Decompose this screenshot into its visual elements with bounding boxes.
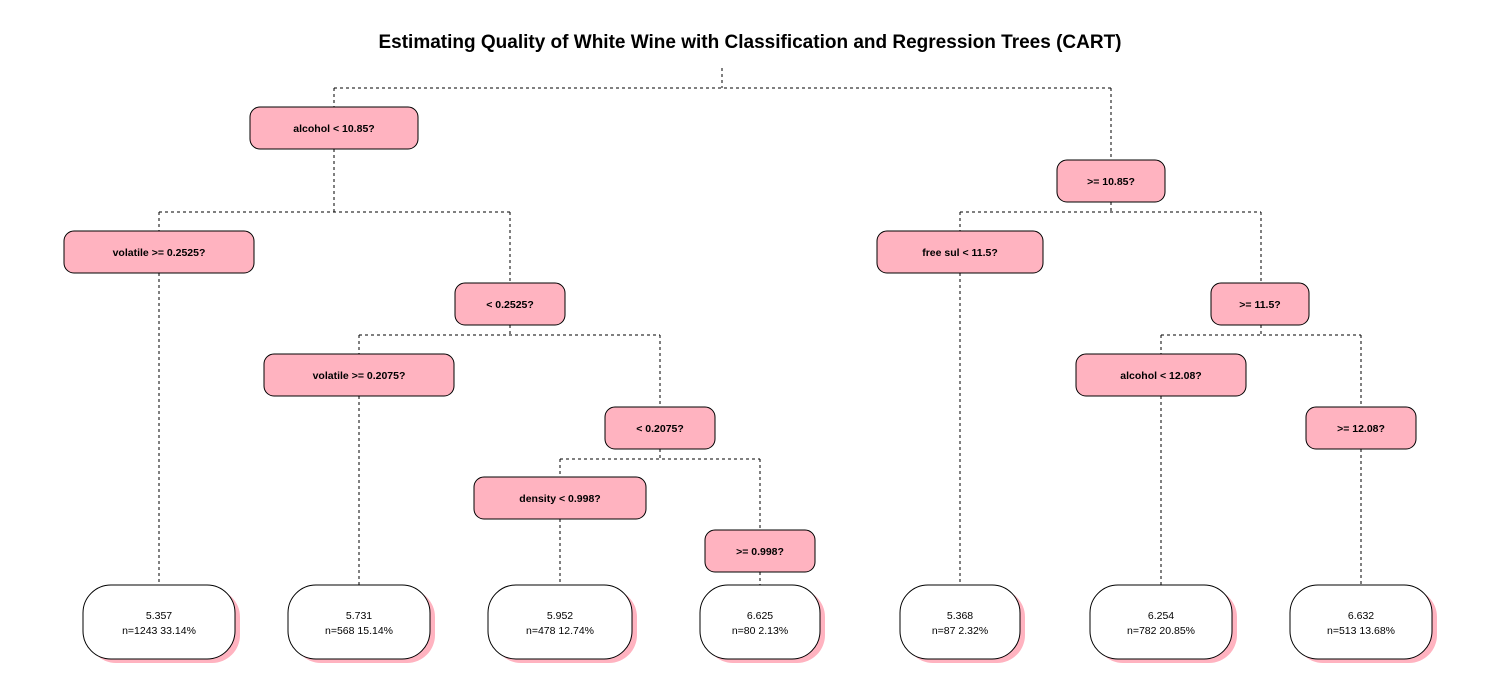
split-node: free sul < 11.5?: [876, 230, 1044, 274]
leaf-node: 5.731 n=568 15.14%: [287, 584, 435, 663]
leaf-value: 6.632: [1348, 610, 1374, 622]
split-box: [704, 529, 816, 573]
split-nodes: alcohol < 10.85? >= 10.85? volatile >= 0.2…: [63, 106, 1417, 573]
leaf-box: [487, 584, 633, 660]
split-label: >= 0.998?: [736, 546, 784, 558]
leaf-nodes: 5.357 n=1243 33.14% 5.731 n=568 15.14% 5.952…: [82, 584, 1437, 663]
split-label: alcohol < 10.85?: [293, 123, 374, 135]
leaf-box: [1089, 584, 1233, 660]
split-label: free sul < 11.5?: [922, 247, 998, 259]
split-node: >= 10.85?: [1056, 159, 1166, 203]
split-node: >= 12.08?: [1305, 406, 1417, 450]
leaf-box: [82, 584, 236, 660]
split-node: volatile >= 0.2075?: [263, 353, 455, 397]
leaf-box: [899, 584, 1021, 660]
leaf-info: n=87 2.32%: [932, 625, 988, 637]
split-node: >= 0.998?: [704, 529, 816, 573]
leaf-info: n=782 20.85%: [1127, 625, 1195, 637]
leaf-value: 5.368: [947, 610, 973, 622]
leaf-info: n=568 15.14%: [325, 625, 393, 637]
leaf-value: 5.357: [146, 610, 172, 622]
split-label: < 0.2525?: [486, 299, 534, 311]
split-box: [876, 230, 1044, 274]
leaf-node: 6.254 n=782 20.85%: [1089, 584, 1237, 663]
split-box: [263, 353, 455, 397]
tree-edges: [158, 68, 1362, 585]
split-box: [1210, 282, 1310, 326]
leaf-node: 5.368 n=87 2.32%: [899, 584, 1025, 663]
split-node: < 0.2525?: [454, 282, 566, 326]
diagram-title: Estimating Quality of White Wine with Cl…: [378, 32, 1121, 53]
split-box: [249, 106, 419, 150]
leaf-node: 5.952 n=478 12.74%: [487, 584, 637, 663]
leaf-box: [287, 584, 431, 660]
leaf-node: 6.632 n=513 13.68%: [1289, 584, 1437, 663]
split-label: < 0.2075?: [636, 423, 684, 435]
split-label: volatile >= 0.2525?: [113, 247, 206, 259]
leaf-info: n=80 2.13%: [732, 625, 788, 637]
split-label: volatile >= 0.2075?: [313, 370, 406, 382]
split-node: < 0.2075?: [604, 406, 716, 450]
split-label: density < 0.998?: [519, 493, 600, 505]
split-node: >= 11.5?: [1210, 282, 1310, 326]
split-label: >= 12.08?: [1337, 423, 1385, 435]
leaf-box: [1289, 584, 1433, 660]
split-node: density < 0.998?: [473, 476, 647, 520]
leaf-value: 6.254: [1148, 610, 1174, 622]
split-box: [63, 230, 255, 274]
split-node: alcohol < 10.85?: [249, 106, 419, 150]
leaf-node: 6.625 n=80 2.13%: [699, 584, 825, 663]
split-label: alcohol < 12.08?: [1120, 370, 1201, 382]
split-node: alcohol < 12.08?: [1075, 353, 1247, 397]
split-label: >= 11.5?: [1239, 299, 1280, 311]
split-box: [454, 282, 566, 326]
split-box: [1075, 353, 1247, 397]
leaf-info: n=478 12.74%: [526, 625, 594, 637]
leaf-value: 6.625: [747, 610, 773, 622]
split-box: [604, 406, 716, 450]
split-node: volatile >= 0.2525?: [63, 230, 255, 274]
split-box: [473, 476, 647, 520]
split-label: >= 10.85?: [1087, 176, 1135, 188]
leaf-box: [699, 584, 821, 660]
leaf-info: n=1243 33.14%: [122, 625, 196, 637]
leaf-node: 5.357 n=1243 33.14%: [82, 584, 240, 663]
leaf-info: n=513 13.68%: [1327, 625, 1395, 637]
leaf-value: 5.731: [346, 610, 372, 622]
leaf-value: 5.952: [547, 610, 573, 622]
split-box: [1305, 406, 1417, 450]
split-box: [1056, 159, 1166, 203]
